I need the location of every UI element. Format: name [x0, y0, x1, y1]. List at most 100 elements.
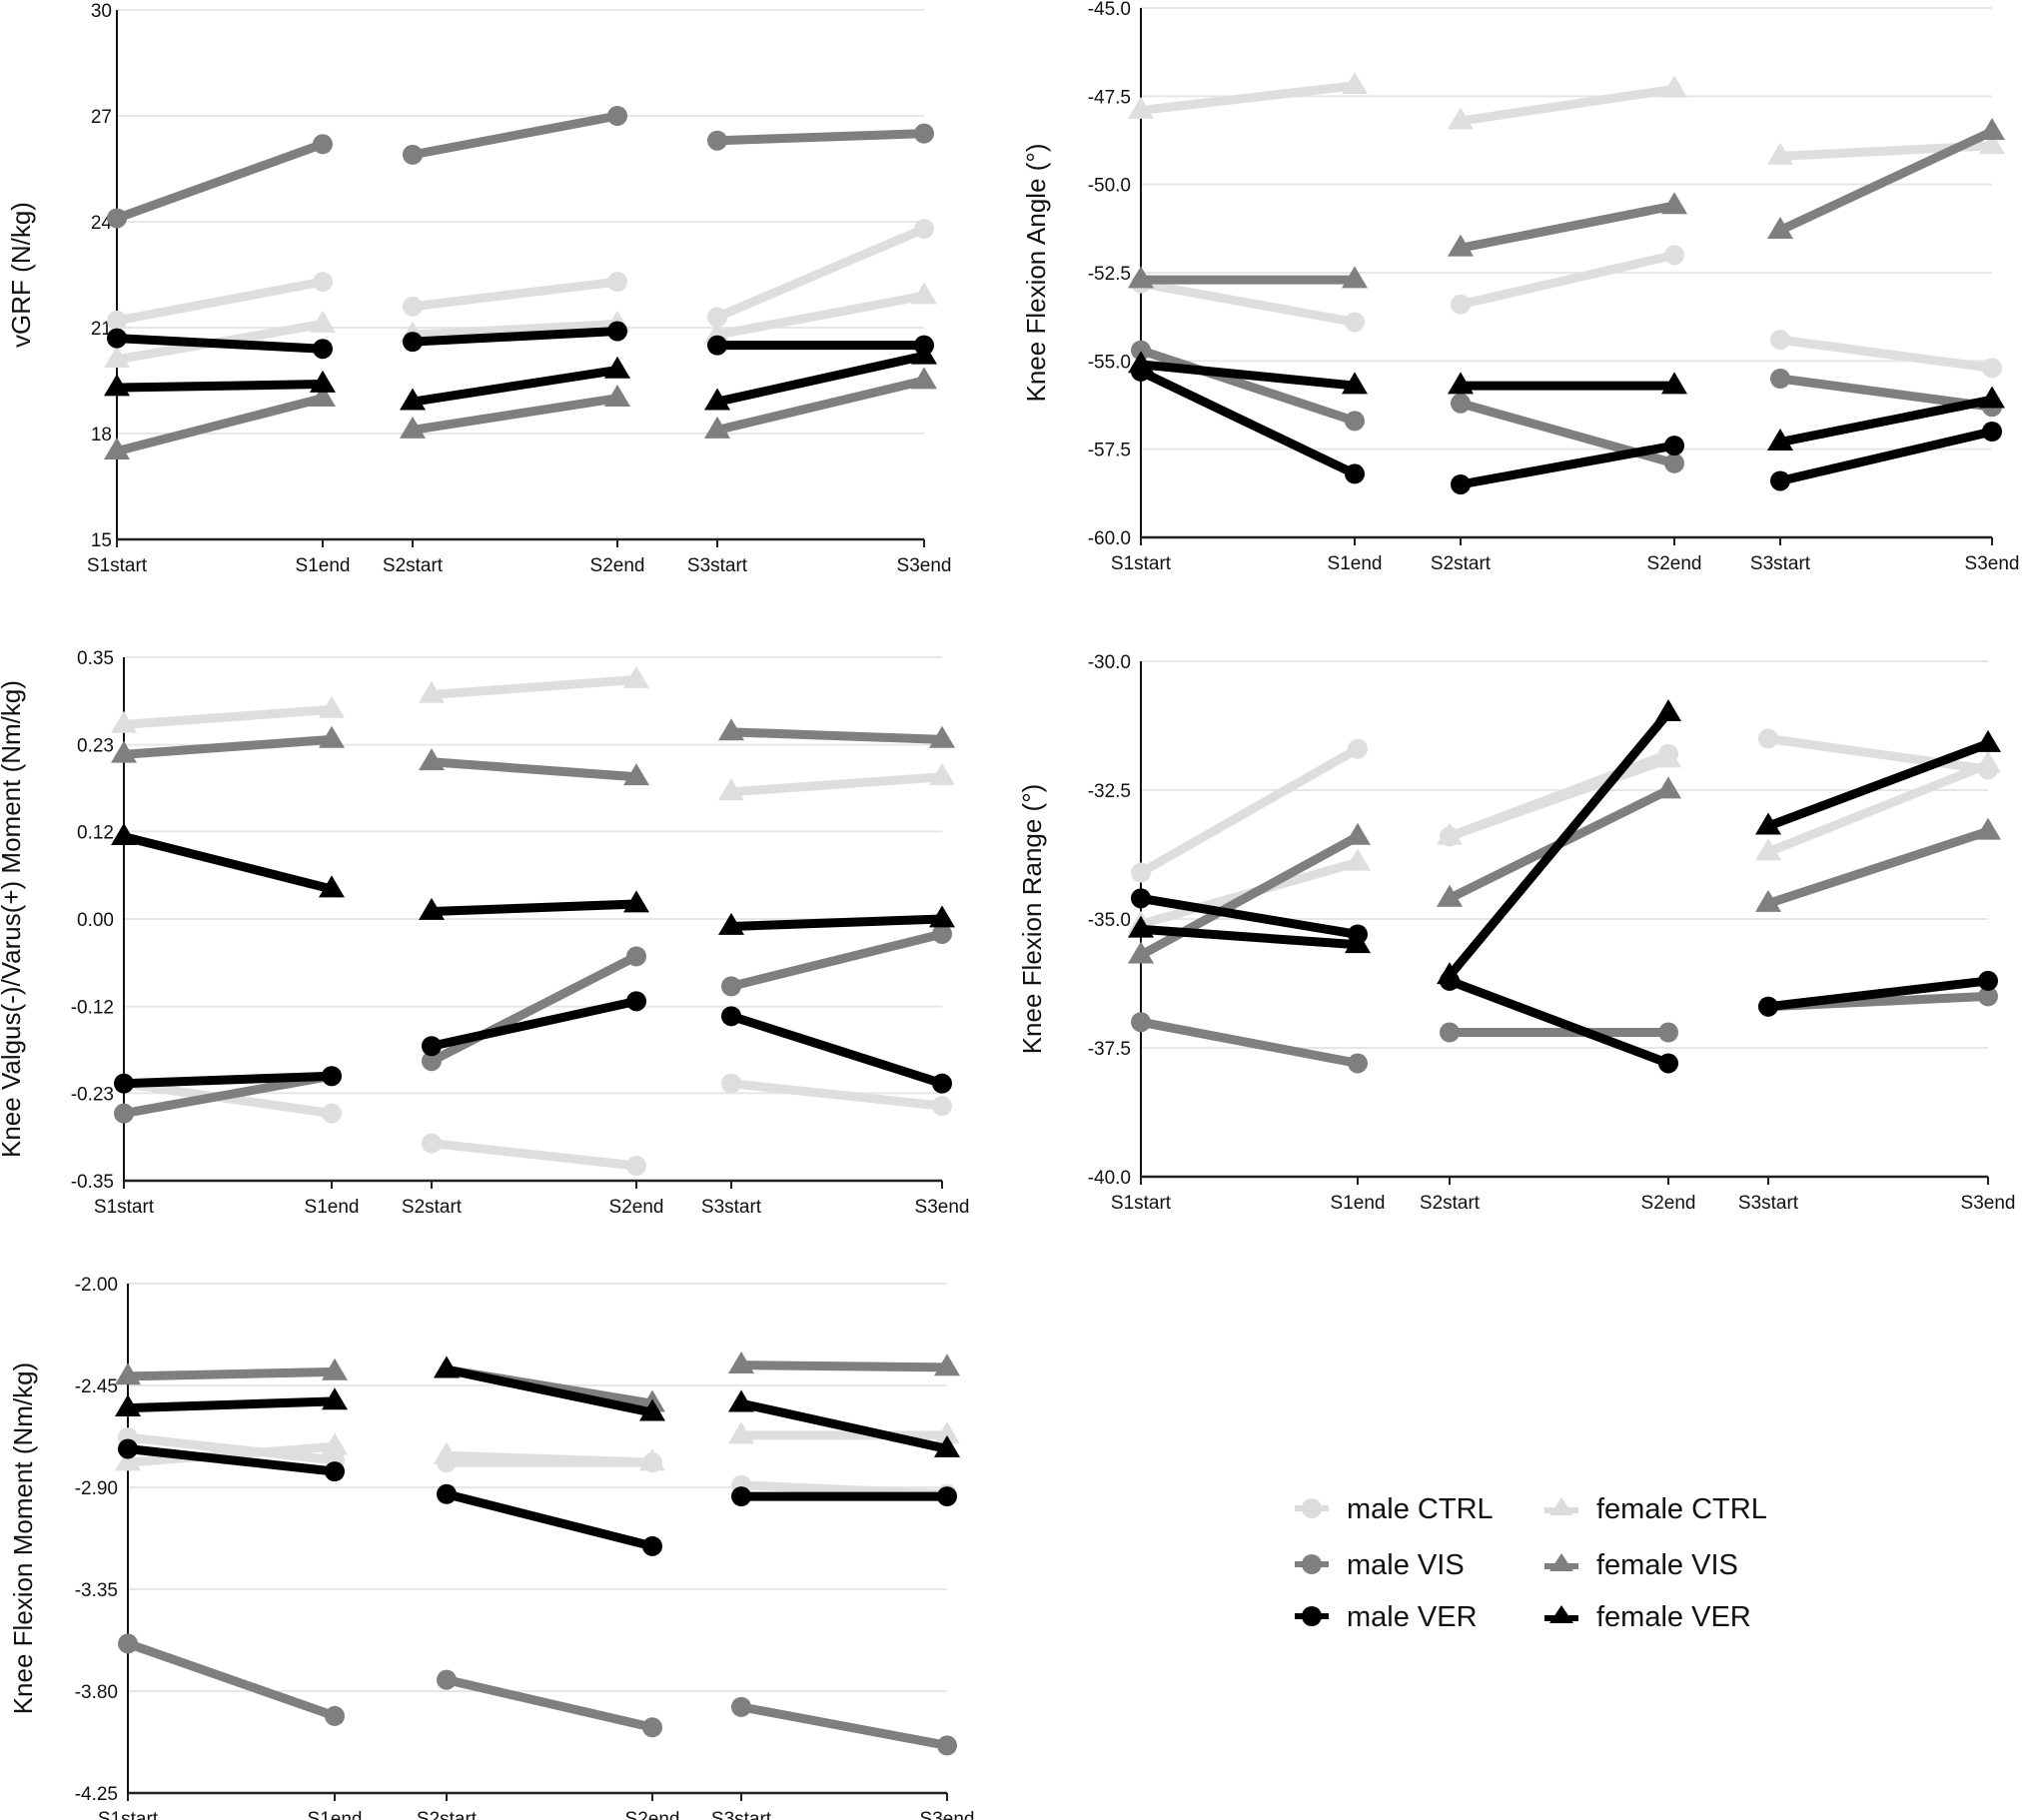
data-point-triangle: [1437, 884, 1463, 907]
data-point-circle: [118, 1633, 138, 1654]
x-tick-label: S3end: [915, 1197, 970, 1218]
series-line-segment: [1136, 81, 1360, 115]
series-line-segment: [408, 111, 622, 160]
x-tick-label: S2end: [1641, 1193, 1696, 1214]
series-line-segment: [1456, 84, 1679, 126]
data-point-circle: [403, 296, 423, 317]
series-line-segment: [119, 1071, 337, 1089]
series-line-segment: [1763, 733, 1993, 774]
data-point-circle: [322, 1103, 342, 1124]
data-point-triangle: [718, 778, 744, 801]
data-point-circle: [1348, 1053, 1368, 1074]
data-point-circle: [914, 219, 934, 240]
series-female-ctrl: [115, 1421, 960, 1471]
data-point-circle: [1758, 728, 1778, 749]
data-point-triangle: [1767, 428, 1793, 451]
data-point-circle: [1658, 1022, 1678, 1043]
triangle-icon: [1549, 1605, 1573, 1623]
series-line-segment: [112, 380, 328, 393]
series-line-segment: [408, 319, 622, 340]
y-tick-label: -35.0: [1088, 910, 1131, 931]
data-point-circle: [322, 1066, 342, 1087]
data-point-triangle: [1979, 386, 2005, 409]
data-point-circle: [313, 339, 333, 360]
data-point-triangle: [1128, 266, 1154, 289]
y-tick-label: -30.0: [1088, 652, 1131, 673]
y-tick-label: -55.0: [1088, 352, 1131, 373]
data-point-circle: [107, 208, 127, 229]
data-point-triangle: [718, 718, 744, 741]
data-point-circle: [721, 976, 741, 997]
series-line-segment: [123, 1441, 340, 1467]
data-point-circle: [626, 946, 646, 967]
y-axis-title: vGRF (N/kg): [6, 202, 36, 348]
legend: male CTRL female CTRL male VIS female VIS ma…: [1295, 1493, 1767, 1633]
data-point-circle: [107, 310, 127, 331]
data-point-triangle: [1975, 817, 2001, 840]
y-axis-title: Knee Flexion Angle (°): [1021, 144, 1051, 403]
data-point-circle: [313, 134, 333, 155]
panel-knee-valgus-varus-moment: -0.35 -0.23 -0.12 0.00 0.12 0.23 0.35 S1start S1…: [0, 648, 969, 1218]
data-point-triangle: [929, 763, 955, 786]
data-point-circle: [626, 1156, 646, 1177]
x-tick-label: S1end: [1331, 1193, 1386, 1214]
data-point-circle: [1131, 862, 1151, 883]
data-point-circle: [731, 1696, 751, 1717]
y-tick-label: 0.00: [77, 910, 114, 931]
y-tick-label: 18: [91, 425, 112, 446]
series-male-ver: [118, 1438, 957, 1556]
series-line-segment: [119, 734, 337, 759]
series-line-segment: [1763, 976, 1993, 1012]
data-point-triangle: [310, 370, 336, 393]
data-point-circle: [1982, 422, 2002, 442]
data-point-triangle: [115, 1363, 141, 1385]
series-line-segment: [1775, 127, 1997, 236]
data-point-triangle: [1655, 776, 1681, 799]
data-point-triangle: [104, 346, 130, 369]
y-tick-label: -2.00: [75, 1275, 118, 1296]
data-point-circle: [642, 1535, 662, 1556]
series-female-vis: [1128, 118, 2005, 289]
series-male-ctrl: [1131, 245, 2002, 379]
series-line-segment: [112, 139, 328, 223]
series-line-segment: [1775, 374, 1997, 412]
data-point-circle: [1451, 474, 1471, 494]
series-line-segment: [712, 129, 929, 146]
data-point-circle: [1451, 294, 1471, 315]
series-line-segment: [1775, 427, 1997, 485]
data-point-circle: [1658, 1053, 1678, 1074]
series-line-segment: [442, 1365, 657, 1417]
data-point-triangle: [934, 1354, 960, 1376]
data-point-circle: [1664, 453, 1684, 473]
series-line-segment: [726, 1079, 947, 1111]
data-point-circle: [325, 1461, 345, 1482]
series-line-segment: [1136, 360, 1360, 391]
series-line-segment: [112, 394, 328, 456]
legend-label: male VER: [1347, 1601, 1478, 1633]
data-point-triangle: [929, 905, 955, 928]
x-tick-label: S2start: [1420, 1193, 1481, 1214]
series-line-segment: [712, 351, 929, 407]
data-point-triangle: [639, 1448, 665, 1471]
series-line-segment: [1456, 201, 1679, 253]
series-line-segment: [736, 1361, 952, 1372]
data-point-circle: [107, 328, 127, 349]
data-point-triangle: [1437, 822, 1463, 845]
x-tick-label: S1start: [94, 1197, 155, 1218]
data-point-circle: [932, 1073, 952, 1094]
y-tick-label: -0.12: [71, 998, 114, 1019]
data-point-circle: [607, 321, 627, 342]
series-line-segment: [712, 376, 929, 435]
x-tick-label: S1start: [1111, 553, 1172, 574]
data-point-triangle: [322, 1358, 348, 1380]
data-point-circle: [403, 144, 423, 165]
series-line-segment: [726, 727, 947, 744]
y-tick-label: -3.80: [75, 1682, 118, 1703]
y-tick-label: -47.5: [1088, 87, 1131, 108]
data-point-circle: [937, 1486, 957, 1507]
data-point-circle: [1770, 369, 1790, 389]
legend-label: male CTRL: [1347, 1493, 1494, 1525]
series-line-segment: [427, 951, 641, 1066]
data-point-circle: [1451, 393, 1471, 414]
data-point-triangle: [419, 897, 445, 920]
